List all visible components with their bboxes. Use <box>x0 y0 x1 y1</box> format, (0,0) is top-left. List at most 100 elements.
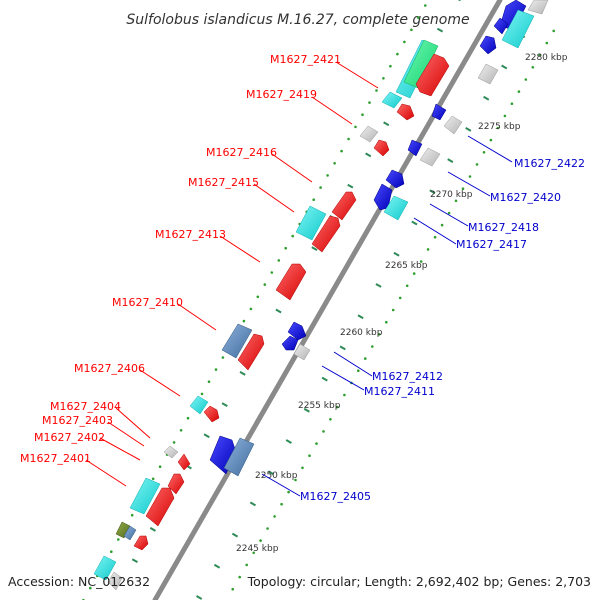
gene-label-2422[interactable]: M1627_2422 <box>514 157 585 170</box>
gene-label-2412[interactable]: M1627_2412 <box>372 370 443 383</box>
scale-label-2265: 2265 kbp <box>385 261 428 271</box>
ruler-dot <box>287 490 290 494</box>
scale-label-2275: 2275 kbp <box>478 122 521 132</box>
gene-label-2419[interactable]: M1627_2419 <box>246 88 317 101</box>
gene-arrow-red[interactable] <box>237 333 265 371</box>
ruler-dot <box>117 538 120 541</box>
gene-arrow-cyan[interactable] <box>129 477 161 515</box>
gene-arrow-red[interactable] <box>275 263 307 301</box>
ruler-dot <box>329 418 332 421</box>
gene-arrow-blue[interactable] <box>431 103 447 121</box>
ruler-dot <box>245 563 248 567</box>
gene-label-2420[interactable]: M1627_2420 <box>490 191 561 204</box>
gene-label-2415[interactable]: M1627_2415 <box>188 176 259 189</box>
gene-label-2405[interactable]: M1627_2405 <box>300 490 371 503</box>
gene-arrow-blue[interactable] <box>373 183 393 211</box>
ruler-dot <box>315 442 318 445</box>
gene-arrow-gray[interactable] <box>419 147 441 167</box>
gene-arrow-red[interactable] <box>311 215 341 253</box>
ruler-dot <box>361 113 364 116</box>
ruler-dot <box>417 16 420 19</box>
ruler-dot <box>347 137 350 141</box>
gene-arrow-green[interactable] <box>403 39 439 89</box>
scale-labels: 2245 kbp 2250 kbp 2255 kbp 2260 kbp 2265… <box>236 53 568 554</box>
gene-arrow-cyan[interactable] <box>93 555 117 581</box>
gene-label-2411[interactable]: M1627_2411 <box>364 385 435 398</box>
ruler-dot <box>468 175 472 178</box>
gene-arrow-gray[interactable] <box>107 571 123 591</box>
gene-label-2410[interactable]: M1627_2410 <box>112 296 183 309</box>
gene-arrow-steel[interactable] <box>221 323 253 359</box>
gene-arrow-red[interactable] <box>331 191 357 221</box>
gene-arrow-red[interactable] <box>415 53 450 97</box>
ruler-dot <box>454 199 458 203</box>
gene-label-2417[interactable]: M1627_2417 <box>456 238 527 251</box>
gene-arrow-red[interactable] <box>373 139 390 157</box>
gene-label-2404[interactable]: M1627_2404 <box>50 400 121 413</box>
top-strand-genes <box>93 39 450 591</box>
ruler-dot <box>249 307 253 311</box>
gene-arrow-gray[interactable] <box>527 0 549 15</box>
ruler-dot <box>172 441 176 444</box>
gene-arrow-blue[interactable] <box>385 169 405 189</box>
ruler-dot <box>426 248 430 251</box>
gene-arrow-gray[interactable] <box>443 115 463 135</box>
scale-label-2245: 2245 kbp <box>236 544 279 554</box>
gene-label-2413[interactable]: M1627_2413 <box>155 228 226 241</box>
gene-label-2416[interactable]: M1627_2416 <box>206 146 277 159</box>
genome-title: Sulfolobus islandicus M.16.27, complete … <box>126 12 469 28</box>
ruler-dot <box>301 466 304 470</box>
top-strand-labels: M1627_2421 M1627_2419 M1627_2416 M1627_2… <box>20 53 341 465</box>
ruler-dot <box>503 114 507 118</box>
ruler-dots <box>82 4 555 600</box>
ruler-dot <box>319 186 322 189</box>
gene-arrow-blue[interactable] <box>479 35 497 55</box>
ruler-dot <box>447 211 451 215</box>
gene-arrow-cyan[interactable] <box>501 9 535 49</box>
gene-arrow-gray[interactable] <box>293 343 311 361</box>
gene-arrow-red[interactable] <box>203 405 220 423</box>
backbone-tick <box>483 95 490 101</box>
gene-arrow-gray[interactable] <box>163 445 179 459</box>
gene-arrow-red[interactable] <box>145 487 175 527</box>
gene-arrow-red[interactable] <box>133 535 149 551</box>
gene-arrow-cyan[interactable] <box>383 195 409 221</box>
gene-arrow-blue[interactable] <box>281 335 299 351</box>
gene-label-2406[interactable]: M1627_2406 <box>74 362 145 375</box>
ruler-dot <box>382 77 385 80</box>
ruler-dot <box>524 78 528 81</box>
gene-arrow-red[interactable] <box>167 473 185 495</box>
gene-label-2401[interactable]: M1627_2401 <box>20 452 91 465</box>
ruler-dot <box>256 295 260 299</box>
gene-arrow-red[interactable] <box>396 103 415 121</box>
scale-label-2255: 2255 kbp <box>298 401 341 411</box>
topology-text: Topology: circular; Length: 2,692,402 bp… <box>247 574 591 589</box>
gene-arrow-blue[interactable] <box>493 17 509 35</box>
gene-arrow-blue[interactable] <box>287 321 307 341</box>
gene-arrow-steel[interactable] <box>123 525 137 541</box>
gene-label-2418[interactable]: M1627_2418 <box>468 221 539 234</box>
gene-arrow-steel[interactable] <box>223 437 255 477</box>
ruler-dot <box>354 125 357 129</box>
backbone-tick <box>303 407 310 413</box>
gene-arrow-cyan[interactable] <box>295 205 327 241</box>
gene-label-2402[interactable]: M1627_2402 <box>34 431 105 444</box>
gene-arrow-gray[interactable] <box>477 63 499 85</box>
genome-backbone <box>152 0 503 600</box>
gene-arrow-cyan[interactable] <box>189 395 209 415</box>
backbone-tick <box>196 595 203 600</box>
gene-arrow-blue[interactable] <box>407 139 423 157</box>
gene-arrow-red[interactable] <box>177 453 191 471</box>
gene-arrow-gray[interactable] <box>359 125 379 143</box>
ruler-dot <box>545 41 549 45</box>
gene-arrow-cyan[interactable] <box>381 91 403 109</box>
backbone-tick <box>501 64 508 70</box>
ruler-dot <box>207 380 211 384</box>
ruler-dot <box>482 151 486 154</box>
backbone-tick <box>375 283 382 288</box>
ruler-dot <box>89 586 92 590</box>
gene-label-2403[interactable]: M1627_2403 <box>42 414 113 427</box>
ruler-dot <box>322 430 325 433</box>
ruler-dot <box>489 138 493 142</box>
gene-label-2421[interactable]: M1627_2421 <box>270 53 341 66</box>
